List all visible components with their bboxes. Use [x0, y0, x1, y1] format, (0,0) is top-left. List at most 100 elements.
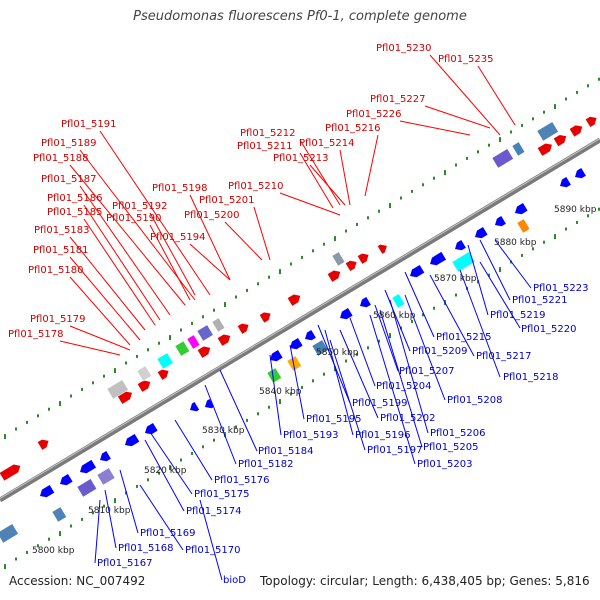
gene-label[interactable]: bioD	[223, 575, 246, 586]
gene-label[interactable]: Pfl01_5209	[412, 346, 468, 357]
gene-label[interactable]: Pfl01_5223	[533, 283, 589, 294]
gene-arrow[interactable]	[327, 268, 343, 282]
gene-arrow[interactable]	[288, 337, 303, 352]
gene-arrow[interactable]	[428, 251, 447, 268]
gene-arrow[interactable]	[473, 226, 488, 241]
gene-arrow[interactable]	[537, 141, 555, 156]
gene-label[interactable]: Pfl01_5196	[355, 430, 411, 441]
gene-arrow[interactable]	[137, 378, 153, 392]
gene-label[interactable]: Pfl01_5230	[376, 43, 432, 54]
gene-label[interactable]: Pfl01_5213	[273, 153, 329, 164]
gene-arrow[interactable]	[358, 296, 371, 310]
gene-arrow[interactable]	[188, 402, 200, 414]
gene-label[interactable]: Pfl01_5214	[299, 138, 355, 149]
gene-arrow[interactable]	[58, 473, 73, 488]
gene-label[interactable]: Pfl01_5199	[352, 398, 408, 409]
gene-label[interactable]: Pfl01_5193	[283, 430, 339, 441]
gene-arrow[interactable]	[377, 242, 389, 254]
gene-label[interactable]: Pfl01_5200	[184, 210, 240, 221]
gene-box[interactable]	[156, 352, 174, 370]
gene-label[interactable]: Pfl01_5180	[28, 265, 84, 276]
gene-box[interactable]	[96, 467, 116, 486]
gene-arrow[interactable]	[408, 264, 425, 280]
gene-arrow[interactable]	[217, 332, 233, 346]
gene-label[interactable]: Pfl01_5216	[325, 123, 381, 134]
gene-arrow[interactable]	[197, 344, 213, 358]
gene-label[interactable]: Pfl01_5175	[194, 489, 250, 500]
gene-label[interactable]: Pfl01_5184	[258, 446, 314, 457]
gene-arrow[interactable]	[117, 389, 135, 404]
gene-box[interactable]	[391, 293, 406, 309]
gene-label[interactable]: Pfl01_5191	[61, 119, 117, 130]
gene-arrow[interactable]	[453, 239, 466, 253]
gene-label[interactable]: Pfl01_5186	[47, 193, 103, 204]
gene-arrow[interactable]	[78, 459, 97, 476]
gene-box[interactable]	[451, 251, 476, 273]
gene-label[interactable]: Pfl01_5202	[380, 413, 436, 424]
gene-label[interactable]: Pfl01_5195	[306, 414, 362, 425]
gene-box[interactable]	[0, 523, 19, 544]
gene-arrow[interactable]	[493, 215, 506, 229]
gene-box[interactable]	[106, 379, 129, 400]
gene-box[interactable]	[331, 251, 346, 267]
gene-label[interactable]: Pfl01_5182	[238, 459, 294, 470]
gene-label[interactable]: Pfl01_5217	[476, 351, 532, 362]
gene-label[interactable]: Pfl01_5235	[438, 54, 494, 65]
gene-label[interactable]: Pfl01_5215	[436, 332, 492, 343]
gene-label[interactable]: Pfl01_5197	[367, 445, 423, 456]
gene-label[interactable]: Pfl01_5190	[106, 213, 162, 224]
gene-arrow[interactable]	[303, 329, 316, 343]
gene-label[interactable]: Pfl01_5220	[521, 324, 577, 335]
gene-arrow[interactable]	[98, 450, 111, 464]
gene-label[interactable]: Pfl01_5178	[8, 329, 64, 340]
gene-arrow[interactable]	[585, 114, 599, 128]
gene-label[interactable]: Pfl01_5207	[399, 366, 455, 377]
gene-arrow[interactable]	[513, 202, 528, 217]
gene-label[interactable]: Pfl01_5221	[512, 295, 568, 306]
gene-arrow[interactable]	[143, 422, 158, 437]
gene-label[interactable]: Pfl01_5170	[185, 545, 241, 556]
gene-box[interactable]	[136, 365, 153, 382]
gene-arrow[interactable]	[259, 310, 273, 323]
gene-arrow[interactable]	[123, 433, 140, 449]
gene-label[interactable]: Pfl01_5212	[240, 128, 296, 139]
gene-arrow[interactable]	[357, 251, 371, 264]
gene-label[interactable]: Pfl01_5205	[423, 442, 479, 453]
gene-label[interactable]: Pfl01_5226	[346, 109, 402, 120]
gene-label[interactable]: Pfl01_5185	[47, 207, 103, 218]
gene-arrow[interactable]	[553, 132, 569, 147]
gene-arrow[interactable]	[345, 258, 359, 272]
gene-box[interactable]	[511, 141, 526, 157]
gene-label[interactable]: Pfl01_5183	[34, 225, 90, 236]
gene-label[interactable]: Pfl01_5179	[30, 314, 86, 325]
gene-label[interactable]: Pfl01_5169	[140, 528, 196, 539]
gene-arrow[interactable]	[558, 176, 571, 190]
gene-arrow[interactable]	[338, 307, 353, 322]
gene-label[interactable]: Pfl01_5176	[214, 475, 270, 486]
gene-label[interactable]: Pfl01_5189	[41, 138, 97, 149]
gene-arrow[interactable]	[38, 484, 55, 500]
gene-label[interactable]: Pfl01_5194	[150, 232, 206, 243]
gene-box[interactable]	[211, 317, 226, 333]
gene-label[interactable]: Pfl01_5181	[33, 245, 89, 256]
gene-label[interactable]: Pfl01_5167	[97, 558, 153, 569]
gene-label[interactable]: Pfl01_5198	[152, 183, 208, 194]
gene-box[interactable]	[174, 340, 191, 357]
gene-arrow[interactable]	[573, 167, 586, 181]
gene-box[interactable]	[76, 478, 98, 498]
gene-arrow[interactable]	[7, 462, 23, 476]
gene-label[interactable]: Pfl01_5187	[41, 174, 97, 185]
gene-label[interactable]: Pfl01_5218	[503, 372, 559, 383]
gene-box[interactable]	[516, 218, 531, 234]
gene-label[interactable]: Pfl01_5219	[490, 310, 546, 321]
gene-box[interactable]	[311, 339, 329, 357]
gene-box[interactable]	[286, 355, 303, 372]
gene-box[interactable]	[491, 148, 514, 169]
gene-label[interactable]: Pfl01_5206	[430, 428, 486, 439]
gene-label[interactable]: Pfl01_5168	[118, 543, 174, 554]
gene-arrow[interactable]	[268, 349, 283, 364]
gene-label[interactable]: Pfl01_5188	[33, 153, 89, 164]
gene-label[interactable]: Pfl01_5192	[112, 201, 168, 212]
